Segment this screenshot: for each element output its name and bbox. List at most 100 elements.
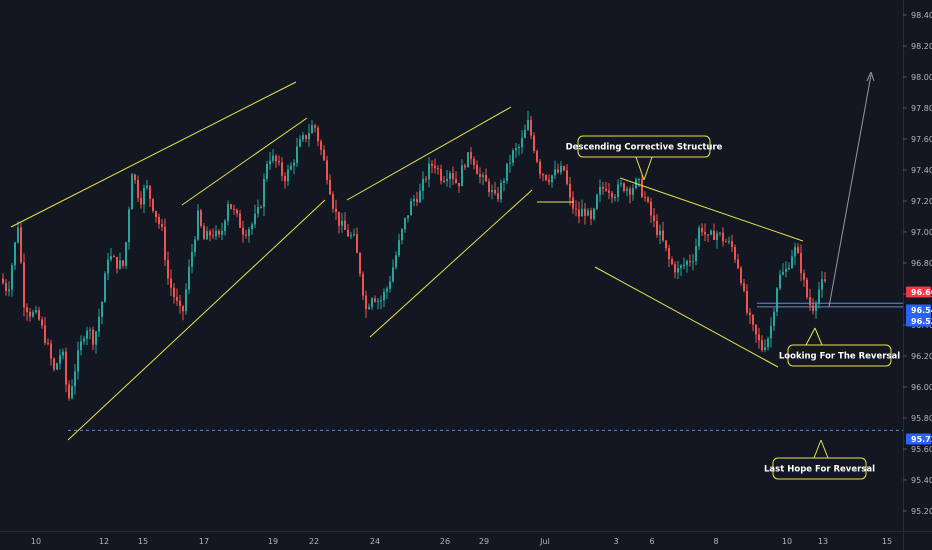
candle-down <box>284 175 286 182</box>
candle-up <box>638 178 640 180</box>
candle-down <box>122 260 124 266</box>
projection-arrow-line[interactable] <box>828 74 872 308</box>
callout-box[interactable] <box>772 457 867 480</box>
callout-box[interactable] <box>577 135 711 158</box>
candle-up <box>98 316 100 332</box>
candle-up <box>248 229 250 236</box>
candle-down <box>749 312 751 316</box>
candle-up <box>383 291 385 301</box>
candle-up <box>521 137 523 147</box>
candle-down <box>356 234 358 253</box>
candle-down <box>38 310 40 320</box>
candle-down <box>2 278 4 284</box>
candle-up <box>221 231 223 235</box>
candle-up <box>692 261 694 263</box>
price-tick-label: 95.20 <box>911 507 932 516</box>
candle-up <box>410 201 412 216</box>
candle-down <box>440 168 442 181</box>
candle-down <box>53 358 55 370</box>
candle-down <box>797 247 799 254</box>
candle-up <box>386 288 388 292</box>
candle-up <box>86 330 88 339</box>
candle-up <box>428 163 430 180</box>
candle-up <box>716 233 718 240</box>
candle-down <box>611 192 613 198</box>
candle-down <box>584 208 586 216</box>
candle-down <box>761 340 763 351</box>
candle-up <box>506 163 508 181</box>
candle-down <box>26 307 28 312</box>
candles <box>2 110 826 401</box>
candle-down <box>155 211 157 217</box>
candle-down <box>722 232 724 242</box>
candle-up <box>227 204 229 221</box>
candle-up <box>59 355 61 364</box>
candle-up <box>524 129 526 138</box>
time-tick-label: 17 <box>199 537 209 546</box>
candle-down <box>674 264 676 273</box>
candle-up <box>191 252 193 267</box>
trendline[interactable] <box>369 189 533 338</box>
candle-up <box>311 125 313 134</box>
candle-up <box>269 160 271 165</box>
candle-up <box>371 298 373 307</box>
candle-up <box>185 289 187 312</box>
trendline[interactable] <box>181 117 308 206</box>
price-badge <box>906 286 931 298</box>
candle-down <box>23 262 25 308</box>
candle-up <box>698 227 700 247</box>
time-tick-label: 10 <box>782 537 792 546</box>
candle-down <box>158 216 160 225</box>
candle-down <box>329 180 331 195</box>
candle-down <box>362 273 364 296</box>
callouts: Descending Corrective Structure Looking F… <box>566 135 900 480</box>
candle-down <box>65 351 67 385</box>
candle-down <box>275 155 277 162</box>
candle-up <box>62 351 64 356</box>
candle-down <box>548 179 550 183</box>
time-tick-label: 8 <box>713 537 718 546</box>
trendline[interactable] <box>67 199 326 441</box>
candle-down <box>317 127 319 142</box>
candle-up <box>32 312 34 317</box>
candle-up <box>119 260 121 269</box>
candle-down <box>731 241 733 247</box>
candle-up <box>776 288 778 312</box>
price-tick-label: 98.00 <box>911 73 932 82</box>
wedge-lower-line[interactable] <box>594 266 779 368</box>
price-badge <box>906 304 931 316</box>
candle-up <box>680 265 682 269</box>
candle-up <box>377 300 379 302</box>
candle-down <box>758 334 760 341</box>
candle-down <box>530 119 532 136</box>
candle-down <box>212 235 214 237</box>
price-tick-label: 96.00 <box>911 383 932 392</box>
candle-up <box>554 169 556 176</box>
candle-down <box>641 178 643 198</box>
candle-down <box>149 185 151 199</box>
callout-box[interactable] <box>787 344 892 367</box>
candle-up <box>515 148 517 151</box>
candle-up <box>560 166 562 173</box>
candle-down <box>590 210 592 219</box>
candle-up <box>581 208 583 217</box>
time-axis[interactable]: 10 12 15 17 19 22 24 26 29 Jul 3 6 8 10 13 15 <box>31 537 892 546</box>
price-tick-label: 95.40 <box>911 476 932 485</box>
trendline[interactable] <box>346 106 512 201</box>
wedge-upper-line[interactable] <box>619 177 804 242</box>
candle-down <box>200 210 202 226</box>
candle-down <box>806 279 808 298</box>
candle-down <box>665 240 667 249</box>
candle-down <box>113 256 115 258</box>
candle-up <box>353 234 355 236</box>
trendline[interactable] <box>10 81 297 228</box>
candle-down <box>563 166 565 171</box>
candle-down <box>650 201 652 216</box>
candle-up <box>785 269 787 272</box>
candle-down <box>656 220 658 236</box>
candle-down <box>116 256 118 269</box>
candle-up <box>74 371 76 387</box>
candle-up <box>821 279 823 290</box>
candle-up <box>587 210 589 216</box>
